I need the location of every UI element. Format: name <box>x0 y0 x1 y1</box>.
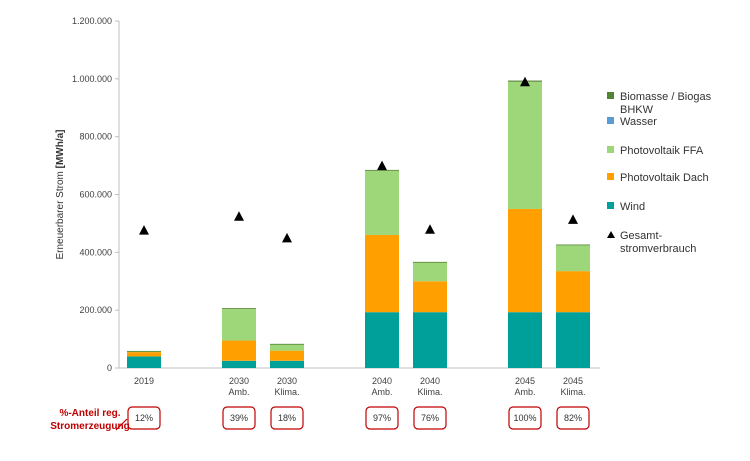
share-value: 12% <box>135 413 153 423</box>
legend-label: Wasser <box>620 116 657 128</box>
y-axis-title-text: Erneuerbarer Strom <box>55 168 66 259</box>
share-value: 18% <box>278 413 296 423</box>
share-value: 97% <box>373 413 391 423</box>
share-value: 39% <box>230 413 248 423</box>
share-box <box>556 406 590 430</box>
legend-label: stromverbrauch <box>620 243 696 255</box>
legend-swatch <box>607 173 614 180</box>
bar-wind <box>270 360 304 368</box>
legend-swatch <box>607 202 614 209</box>
share-box <box>413 406 447 430</box>
x-tick-sublabel: Amb. <box>514 387 535 397</box>
bar-photovoltaik-ffa <box>365 170 399 235</box>
consumption-marker <box>425 224 435 234</box>
x-tick-label: 2040 <box>372 376 392 386</box>
bar-wind <box>556 312 590 368</box>
share-value: 76% <box>421 413 439 423</box>
bar-photovoltaik-ffa <box>556 245 590 272</box>
legend-label: Biomasse / Biogas <box>620 91 712 103</box>
y-tick-label: 600.000 <box>79 190 112 200</box>
x-tick-label: 2045 <box>563 376 583 386</box>
bar-wind <box>222 360 256 368</box>
consumption-marker <box>377 160 387 171</box>
x-tick-sublabel: Klima. <box>560 387 585 397</box>
share-box <box>270 406 304 430</box>
x-tick-sublabel: Amb. <box>228 387 249 397</box>
bar-wind <box>365 312 399 368</box>
bar-biomasse-biogas-bhkw <box>365 169 399 171</box>
bar-biomasse-biogas-bhkw <box>222 308 256 309</box>
x-tick-sublabel: Amb. <box>371 387 392 397</box>
y-tick-label: 1.000.000 <box>72 74 112 84</box>
bar-biomasse-biogas-bhkw <box>556 244 590 246</box>
y-axis-title-unit: [MWh/a] <box>55 129 66 168</box>
bar-biomasse-biogas-bhkw <box>413 261 447 263</box>
bar-biomasse-biogas-bhkw <box>127 350 161 352</box>
legend-swatch <box>607 92 614 99</box>
bar-photovoltaik-dach <box>413 281 447 313</box>
x-tick-label: 2030 <box>229 376 249 386</box>
x-tick-label: 2019 <box>134 376 154 386</box>
bar-photovoltaik-dach <box>556 271 590 313</box>
x-tick-label: 2045 <box>515 376 535 386</box>
share-box <box>222 406 256 430</box>
bar-photovoltaik-dach <box>222 340 256 361</box>
x-tick-label: 2040 <box>420 376 440 386</box>
bar-photovoltaik-dach <box>270 350 304 361</box>
y-tick-label: 1.200.000 <box>72 16 112 26</box>
x-tick-label: 2030 <box>277 376 297 386</box>
share-label: Stromerzeugung <box>50 421 129 432</box>
legend-swatch <box>607 146 614 153</box>
legend-label: Photovoltaik Dach <box>620 172 709 184</box>
consumption-marker <box>568 214 578 224</box>
consumption-marker <box>139 225 149 235</box>
x-tick-sublabel: Klima. <box>417 387 442 397</box>
bar-photovoltaik-ffa <box>508 81 542 209</box>
consumption-marker <box>282 232 292 243</box>
legend-triangle-icon <box>607 231 615 238</box>
consumption-marker <box>520 76 530 87</box>
y-axis-title: Erneuerbarer Strom [MWh/a] <box>55 129 66 259</box>
y-tick-label: 800.000 <box>79 132 112 142</box>
y-tick-label: 400.000 <box>79 247 112 257</box>
bar-photovoltaik-dach <box>508 208 542 313</box>
share-label: %-Anteil reg. <box>59 408 120 419</box>
consumption-marker <box>234 211 244 221</box>
share-arrow <box>115 418 128 431</box>
legend-label: Gesamt- <box>620 230 663 242</box>
share-box <box>365 406 399 430</box>
bar-photovoltaik-ffa <box>413 262 447 282</box>
share-value: 82% <box>564 413 582 423</box>
y-tick-label: 200.000 <box>79 305 112 315</box>
legend-label: BHKW <box>620 104 654 116</box>
bar-wind <box>413 312 447 368</box>
bar-photovoltaik-ffa <box>270 344 304 351</box>
legend-label: Wind <box>620 201 645 213</box>
share-box <box>127 406 161 430</box>
bar-biomasse-biogas-bhkw <box>270 343 304 345</box>
bar-wind <box>508 312 542 368</box>
y-tick-label: 0 <box>107 363 112 373</box>
bar-photovoltaik-ffa <box>222 308 256 341</box>
x-tick-sublabel: Klima. <box>274 387 299 397</box>
bar-photovoltaik-dach <box>127 352 161 357</box>
legend-label: Photovoltaik FFA <box>620 145 704 157</box>
legend-swatch <box>607 117 614 124</box>
bar-wind <box>127 356 161 368</box>
share-value: 100% <box>513 413 536 423</box>
share-box <box>508 406 542 430</box>
bar-photovoltaik-dach <box>365 234 399 313</box>
